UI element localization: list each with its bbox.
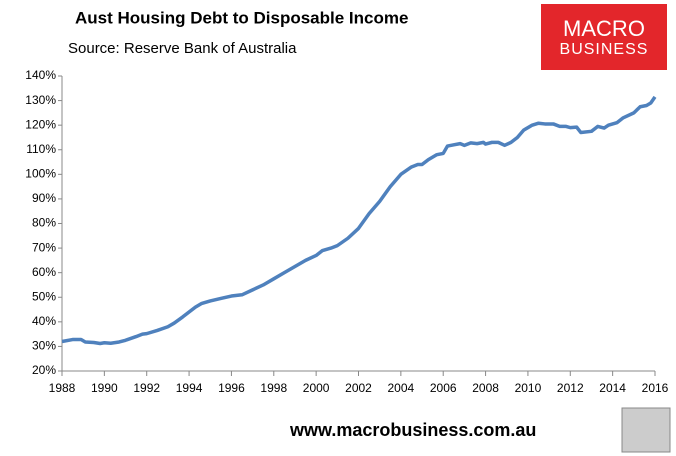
y-tick-label: 20% [32, 363, 56, 377]
x-tick-label: 2004 [388, 381, 415, 395]
x-tick-label: 1990 [91, 381, 118, 395]
y-tick-label: 140% [25, 68, 56, 82]
x-tick-label: 2010 [515, 381, 542, 395]
y-tick-label: 30% [32, 339, 56, 353]
data-line [61, 95, 657, 346]
logo-text: MACRO [563, 16, 645, 41]
y-tick-label: 80% [32, 216, 56, 230]
x-tick-label: 2008 [472, 381, 499, 395]
x-tick-label: 1998 [260, 381, 287, 395]
x-tick-label: 2016 [642, 381, 669, 395]
logo-text: BUSINESS [560, 41, 649, 58]
website: www.macrobusiness.com.au [289, 420, 536, 440]
x-tick-label: 1994 [176, 381, 203, 395]
y-tick-label: 130% [25, 93, 56, 107]
chart-title: Aust Housing Debt to Disposable Income [75, 8, 408, 27]
y-tick-label: 70% [32, 240, 56, 254]
y-tick-label: 100% [25, 167, 56, 181]
y-tick-label: 40% [32, 314, 56, 328]
x-tick-label: 2012 [557, 381, 584, 395]
y-tick-label: 50% [32, 289, 56, 303]
x-tick-label: 1992 [133, 381, 160, 395]
x-tick-label: 1996 [218, 381, 245, 395]
logo-icon [621, 407, 671, 453]
y-tick-label: 120% [25, 117, 56, 131]
y-tick-label: 90% [32, 191, 56, 205]
x-tick-label: 2006 [430, 381, 457, 395]
logo-box [541, 4, 667, 70]
x-tick-label: 1988 [49, 381, 76, 395]
x-tick-label: 2000 [303, 381, 330, 395]
x-tick-label: 2002 [345, 381, 372, 395]
chart-subtitle: Source: Reserve Bank of Australia [68, 40, 297, 57]
x-tick-label: 2014 [599, 381, 626, 395]
y-tick-label: 60% [32, 265, 56, 279]
y-tick-label: 110% [26, 142, 56, 156]
